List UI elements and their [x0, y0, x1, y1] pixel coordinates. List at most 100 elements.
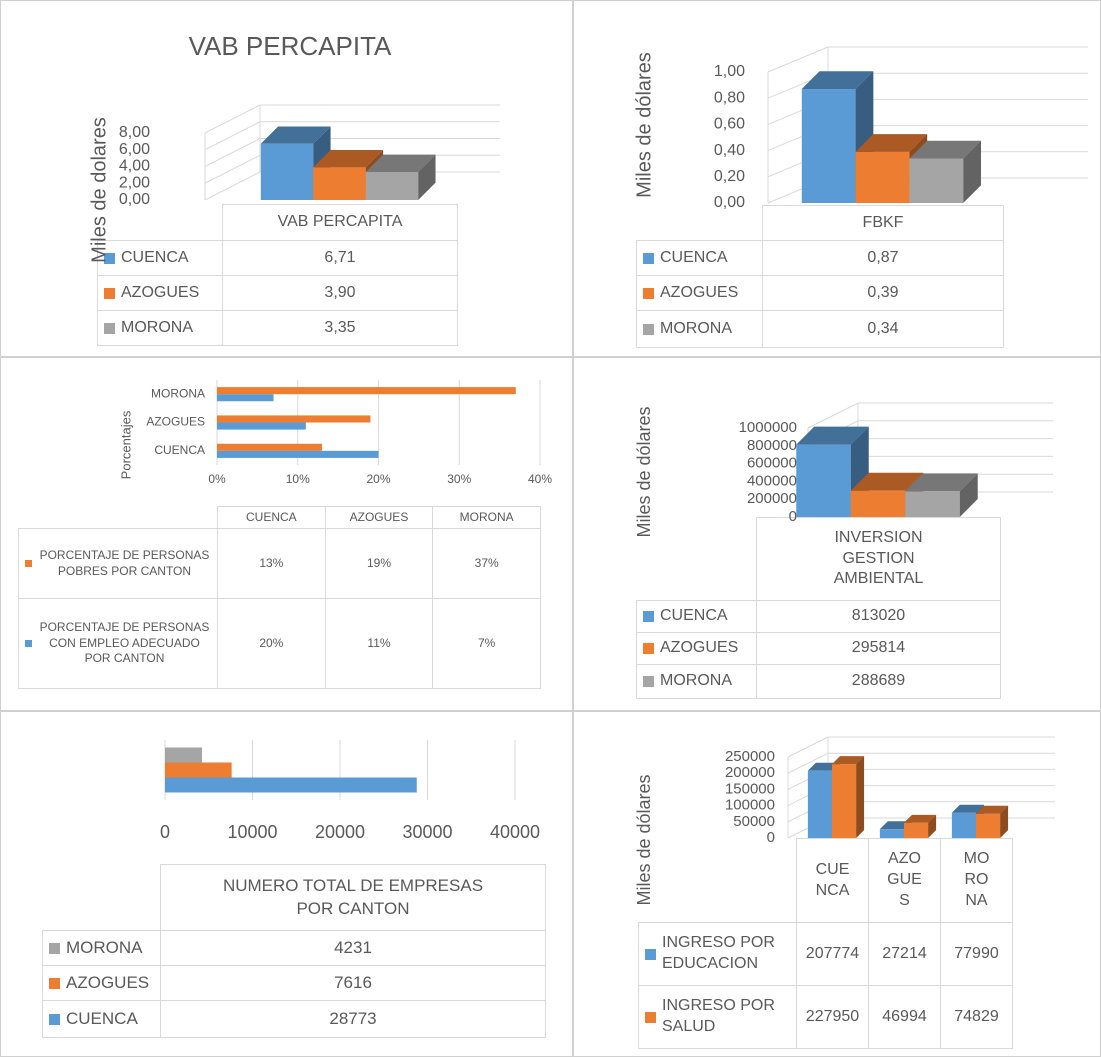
- x-tick-label: 0%: [208, 472, 226, 486]
- x-tick-label: 40000: [490, 822, 540, 842]
- table-value: 7%: [432, 598, 541, 689]
- legend-label: MORONA: [660, 319, 732, 337]
- y-tick-label: 200000: [725, 764, 775, 781]
- panel: [0, 356, 574, 712]
- bar-front: [850, 490, 906, 517]
- y-tick-label: 6,00: [119, 141, 150, 158]
- bar-top: [879, 821, 912, 830]
- bar-top: [807, 762, 840, 771]
- x-tick-label: 0: [160, 822, 170, 842]
- y-tick-label: 800000: [747, 437, 797, 454]
- bar-front: [855, 151, 910, 203]
- legend-label: AZOGUES: [660, 283, 739, 301]
- legend-marker: [643, 287, 654, 299]
- legend-marker: [645, 948, 656, 960]
- bar: [217, 394, 274, 402]
- bar: [165, 747, 203, 763]
- legend-marker: [104, 252, 115, 264]
- grid-line: [787, 736, 1055, 758]
- bar: [909, 140, 981, 203]
- bar: [904, 814, 937, 838]
- bar-side: [959, 473, 978, 517]
- legend-label: AZOGUES: [66, 972, 150, 992]
- bar-top: [801, 71, 874, 90]
- bar: [165, 777, 417, 793]
- bar-top: [796, 426, 869, 445]
- bar-top: [832, 756, 865, 765]
- y-tick-label: 0,40: [714, 142, 745, 159]
- bar: [217, 443, 322, 451]
- legend-marker: [643, 252, 654, 264]
- bar-front: [313, 167, 366, 200]
- x-tick-label: 40%: [528, 472, 552, 486]
- table-header: INVERSION GESTION AMBIENTAL: [756, 517, 1001, 601]
- legend-label: CUENCA: [121, 248, 189, 266]
- legend-marker: [643, 323, 654, 335]
- legend-marker: [49, 942, 60, 954]
- y-tick-label: 0,20: [714, 168, 745, 185]
- bar: [365, 154, 436, 200]
- axis-label: Miles de dólares: [633, 52, 655, 198]
- bar: [217, 450, 379, 458]
- legend-marker: [104, 287, 115, 299]
- legend-marker: [643, 676, 654, 687]
- y-tick-label: 2,00: [119, 174, 150, 191]
- legend-label: PORCENTAJE DE PERSONAS POBRES POR CANTON: [39, 547, 210, 578]
- table-header: MORONA: [940, 838, 1013, 923]
- bar-top: [951, 804, 984, 813]
- x-tick-label: 30%: [447, 472, 471, 486]
- bar-top: [976, 805, 1009, 814]
- axis-label: Miles de dolares: [88, 117, 110, 263]
- bar-side: [418, 154, 436, 200]
- table-value: 3,35: [222, 310, 458, 346]
- y-tick-label: MORONA: [151, 386, 205, 400]
- bar: [801, 71, 874, 203]
- legend-cell: INGRESO POR SALUD: [638, 985, 797, 1049]
- legend-marker: [25, 640, 32, 647]
- y-tick-label: 400000: [747, 472, 797, 489]
- legend-label: INGRESO POR SALUD: [662, 997, 775, 1035]
- bar-front: [801, 89, 856, 203]
- axis-label: Miles de dólares: [634, 406, 654, 537]
- legend-label: PORCENTAJE DE PERSONAS CON EMPLEO ADECUA…: [39, 620, 210, 666]
- table-value: 28773: [160, 1000, 546, 1038]
- panel: [0, 0, 574, 358]
- legend-label: INGRESO POR EDUCACION: [662, 934, 775, 972]
- bar-side: [928, 814, 937, 838]
- x-tick-label: 10%: [286, 472, 310, 486]
- bar: [217, 415, 371, 423]
- bar-front: [976, 813, 1001, 838]
- bar-front: [905, 491, 960, 517]
- bar-top: [365, 154, 436, 172]
- y-tick-label: 0,00: [714, 194, 745, 211]
- legend-marker: [645, 1011, 656, 1023]
- legend-cell: PORCENTAJE DE PERSONAS CON EMPLEO ADECUA…: [18, 598, 218, 689]
- legend-label: CUENCA: [660, 607, 728, 625]
- bar-top: [850, 472, 924, 491]
- chart-title: VAB PERCAPITA: [189, 31, 392, 61]
- bar: [260, 126, 331, 200]
- y-tick-label: CUENCA: [154, 443, 205, 457]
- y-tick-label: 600000: [747, 455, 797, 472]
- legend-marker: [25, 560, 32, 567]
- bar-front: [879, 829, 904, 838]
- table-value: 74829: [940, 985, 1013, 1049]
- y-tick-label: 150000: [725, 780, 775, 797]
- y-tick-label: 0,00: [119, 191, 150, 208]
- legend-label: MORONA: [660, 672, 732, 690]
- grid-line: [767, 46, 1088, 73]
- table-value: 0,34: [762, 310, 1004, 348]
- legend-marker: [643, 611, 654, 622]
- bar-top: [260, 126, 331, 144]
- bar-top: [909, 140, 981, 159]
- y-tick-label: 0: [789, 508, 797, 525]
- bar-front: [832, 764, 857, 838]
- bar: [832, 756, 865, 838]
- bar-front: [807, 770, 832, 838]
- y-tick-label: AZOGUES: [146, 415, 205, 429]
- y-tick-label: 0: [767, 829, 775, 846]
- x-tick-label: 30000: [402, 822, 452, 842]
- y-tick-label: 50000: [733, 813, 775, 830]
- bar: [905, 473, 978, 517]
